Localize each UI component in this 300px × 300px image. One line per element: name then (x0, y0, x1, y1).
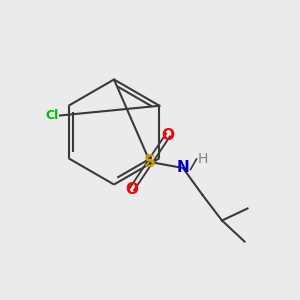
Text: Cl: Cl (46, 109, 59, 122)
Text: N: N (177, 160, 189, 175)
Text: S: S (144, 153, 156, 171)
Text: H: H (197, 152, 208, 166)
Text: O: O (125, 182, 139, 196)
Text: O: O (161, 128, 175, 142)
